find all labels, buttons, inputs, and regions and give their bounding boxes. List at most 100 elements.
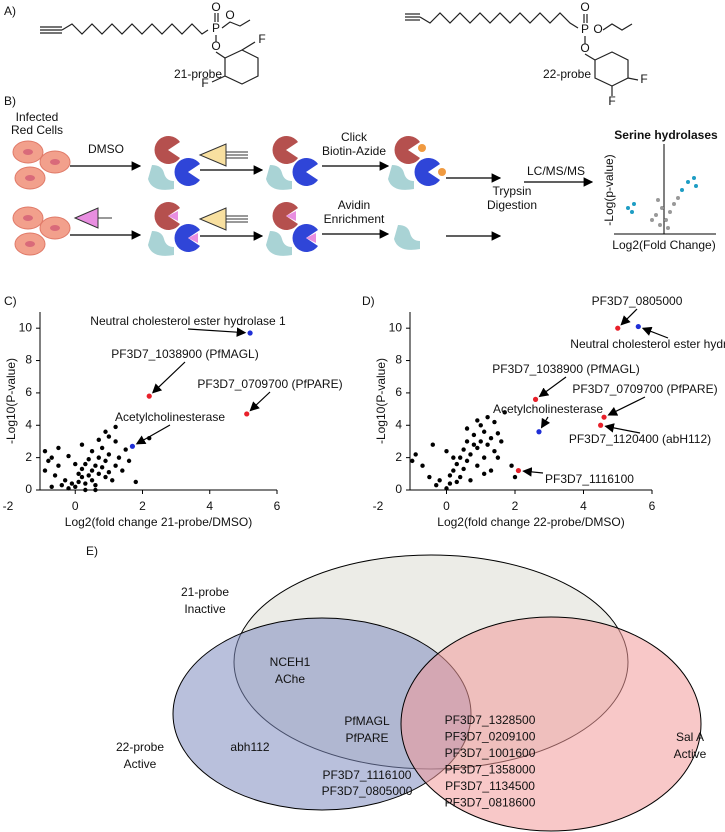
data-point [96, 455, 101, 460]
data-point [495, 455, 501, 460]
cells-label: Red Cells [11, 123, 63, 137]
venn-item: PF3D7_0818600 [445, 796, 536, 810]
data-point [106, 434, 112, 439]
data-point [475, 463, 480, 468]
probe-label: 22-probe [543, 67, 591, 81]
atom-label: P [581, 22, 589, 36]
atom-label: O [225, 8, 234, 22]
data-point [447, 481, 453, 486]
data-point [79, 474, 85, 480]
x-tick-label: -2 [373, 499, 384, 513]
data-point [110, 478, 115, 483]
venn-item: PF3D7_1116100 [323, 768, 412, 782]
data-point [509, 463, 514, 468]
annotation: Neutral cholesterol ester hydrolase 1 [570, 337, 725, 351]
data-point [113, 439, 118, 444]
x-tick-label: 6 [274, 499, 281, 513]
annotation-arrow [187, 327, 247, 337]
atom-label: O [593, 22, 602, 36]
annotation: PF3D7_1038900 (PfMAGL) [111, 347, 258, 361]
data-point [42, 448, 48, 454]
highlight-point [244, 411, 250, 417]
data-point [59, 482, 64, 488]
venn-item: PfMAGL [344, 714, 390, 728]
panel-label: A) [4, 4, 16, 18]
annotation: PF3D7_0709700 (PfPARE) [572, 382, 717, 396]
data-point [434, 482, 439, 488]
atom-label: O [211, 0, 220, 14]
annotation: PF3D7_1120400 (abH112) [569, 432, 711, 446]
y-tick-label: 0 [395, 482, 402, 496]
data-point [99, 465, 105, 470]
x-axis-label: Log2(fold change 21-probe/DMSO) [65, 515, 252, 529]
data-point [96, 437, 101, 443]
x-tick-label: -2 [3, 499, 14, 513]
data-point [492, 448, 497, 454]
set-label: Inactive [184, 602, 226, 616]
data-point [475, 418, 480, 423]
set-label: 22-probe [116, 740, 164, 754]
data-point [89, 448, 95, 454]
data-point [120, 468, 125, 473]
data-point [103, 474, 108, 480]
venn-item: PF3D7_1134500 [445, 779, 535, 793]
data-point [488, 436, 494, 441]
atom-label: P [212, 21, 220, 35]
data-point [512, 474, 518, 480]
y-tick-label: 10 [19, 320, 33, 334]
volcano-y-label: -Log(p-value) [602, 154, 616, 225]
panel-label: B) [4, 94, 16, 108]
y-tick-label: 2 [395, 450, 402, 464]
y-tick-label: 6 [25, 385, 32, 399]
data-point [69, 481, 75, 486]
venn-item: PF3D7_1001600 [445, 746, 536, 760]
data-point [73, 461, 78, 467]
data-point [49, 455, 54, 460]
data-point [49, 484, 54, 489]
y-tick-label: 10 [389, 320, 403, 334]
y-tick-label: 2 [25, 450, 32, 464]
step-label: LC/MS/MS [527, 164, 585, 178]
step-label: Click [341, 130, 368, 144]
data-point [133, 479, 138, 485]
data-point [410, 458, 415, 464]
highlight-point [615, 325, 621, 331]
data-point [478, 439, 483, 444]
data-point [96, 471, 101, 477]
set-label: Active [674, 747, 707, 761]
highlight-point [146, 393, 152, 399]
data-point [430, 442, 435, 447]
volcano-x-label: Log2(Fold Change) [612, 238, 715, 252]
venn-item: PfPARE [345, 731, 388, 745]
highlight-point [515, 467, 522, 474]
data-point [458, 455, 463, 460]
data-point [468, 452, 473, 457]
y-tick-label: 0 [25, 482, 32, 496]
x-tick-label: 2 [512, 499, 519, 513]
data-point [444, 448, 449, 454]
structure-21: O P O O F F [40, 0, 266, 90]
dmso-label: DMSO [88, 142, 124, 156]
venn-item: AChe [275, 672, 305, 686]
step-label: Digestion [487, 198, 537, 212]
highlight-point [635, 323, 641, 330]
data-point [427, 474, 432, 480]
data-point [116, 455, 122, 460]
highlight-point [247, 330, 253, 336]
data-point [468, 478, 473, 483]
data-point [481, 471, 487, 477]
annotation-arrow [135, 424, 171, 445]
x-tick-label: 0 [443, 499, 450, 513]
data-point [93, 482, 98, 488]
venn-item: PF3D7_1328500 [445, 713, 536, 727]
annotation-arrow [607, 396, 646, 416]
panel-labels: A) B) C) D) E) [4, 4, 375, 558]
venn-item: PF3D7_0805000 [322, 784, 413, 798]
annotation-arrow [540, 416, 551, 429]
step-label: Avidin [338, 198, 370, 212]
data-point [464, 426, 470, 431]
data-point [89, 478, 95, 483]
venn-labels: 21-probe Inactive 22-probe Active Sal A … [116, 585, 707, 810]
data-point [444, 486, 449, 491]
